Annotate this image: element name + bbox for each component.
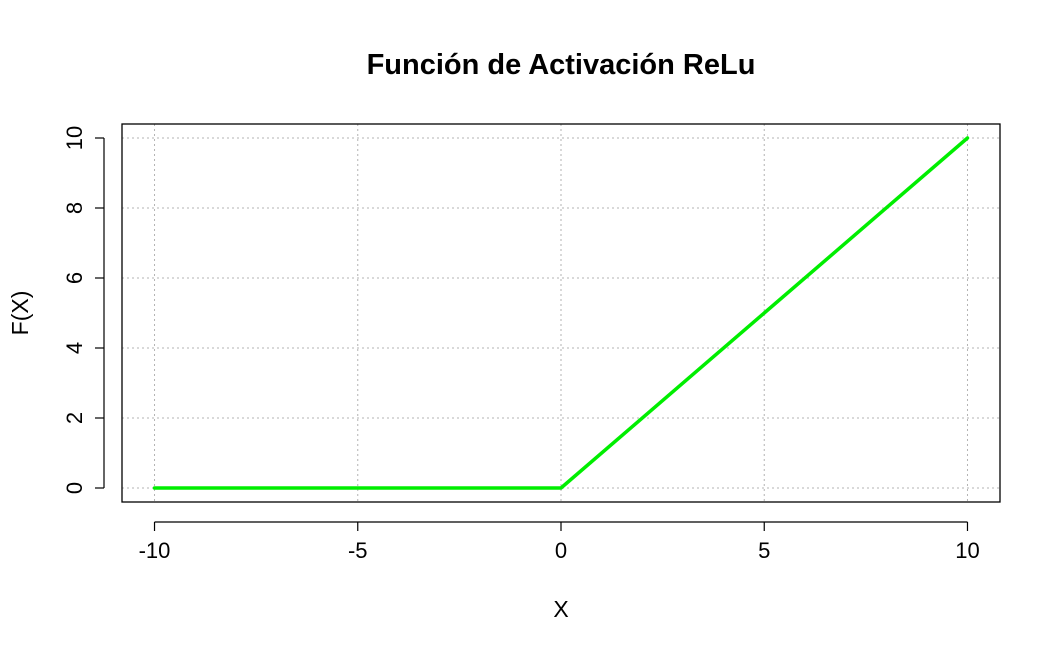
x-tick-label: -10 — [139, 538, 171, 563]
y-tick-label: 6 — [62, 272, 87, 284]
x-tick-label: 0 — [555, 538, 567, 563]
x-axis-label: X — [553, 596, 568, 622]
grid — [122, 124, 1000, 502]
axes: -10 -5 0 5 10 0 2 4 6 8 10 — [62, 126, 980, 563]
series-layer — [152, 136, 970, 490]
y-tick-label: 0 — [62, 482, 87, 494]
y-tick-label: 2 — [62, 412, 87, 424]
x-tick-label: 5 — [758, 538, 770, 563]
chart-title: Función de Activación ReLu — [367, 49, 756, 81]
relu-line — [152, 136, 970, 490]
y-axis-label: F(X) — [7, 291, 33, 336]
x-tick-label: 10 — [955, 538, 979, 563]
x-tick-label: -5 — [348, 538, 368, 563]
plot-frame — [121, 123, 1001, 503]
y-tick-label: 4 — [62, 342, 87, 354]
y-tick-label: 10 — [62, 126, 87, 150]
y-tick-label: 8 — [62, 202, 87, 214]
